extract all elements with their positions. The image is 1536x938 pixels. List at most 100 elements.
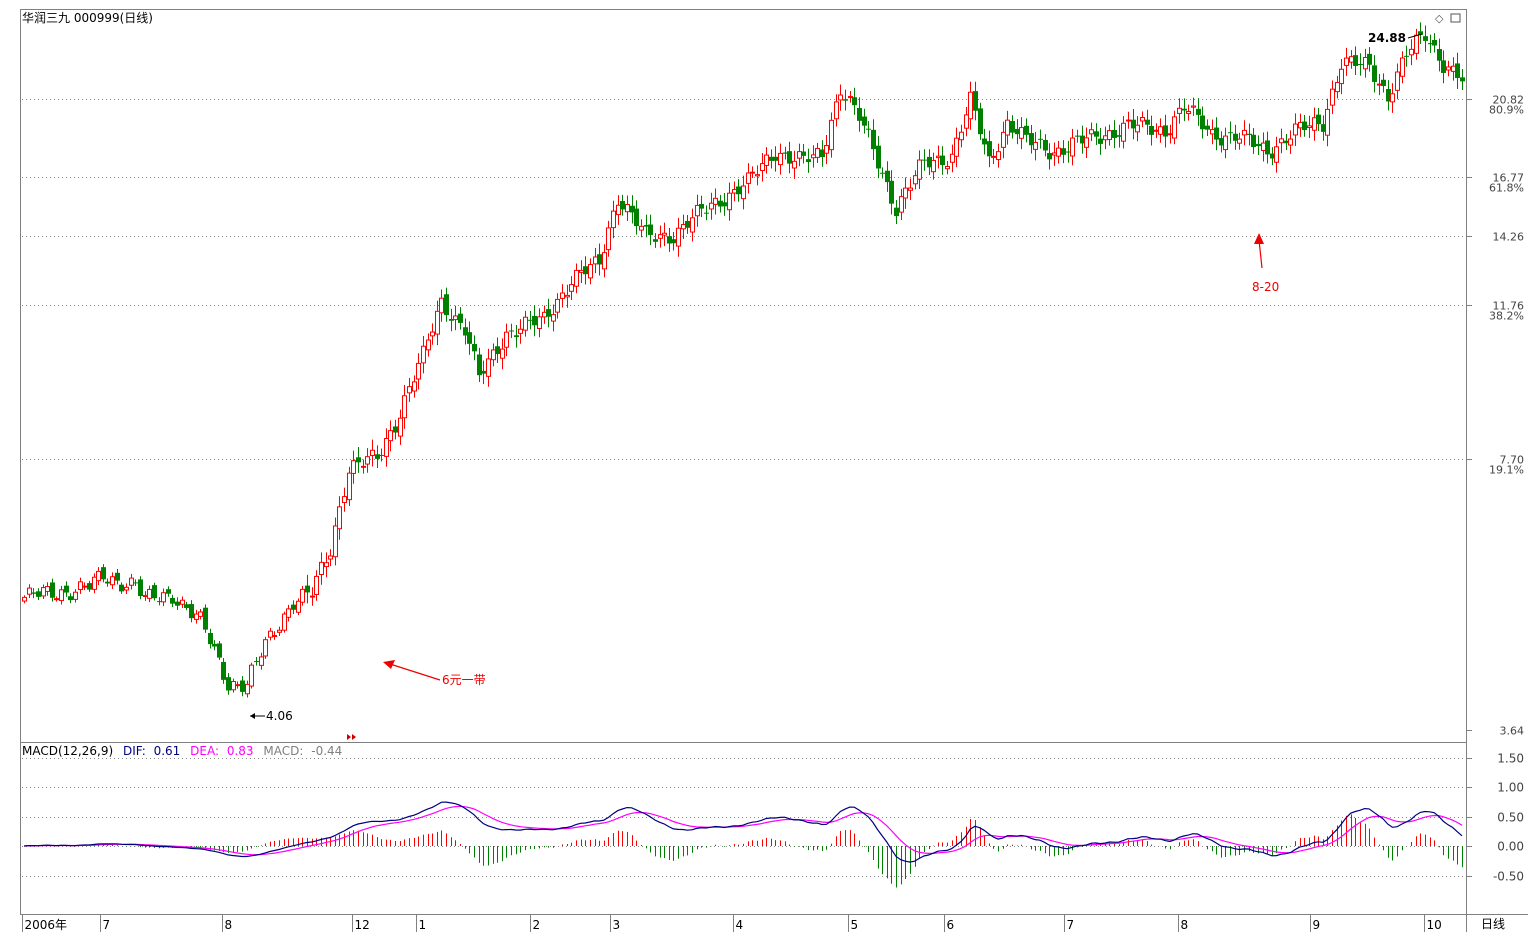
candle-body-up (384, 438, 389, 457)
candle-body-down (885, 170, 890, 183)
candle-body-up (815, 147, 820, 158)
candle-body-up (1390, 93, 1395, 103)
time-tick-label: 8 (1181, 918, 1189, 932)
candle-body-down (1247, 133, 1252, 135)
candle-body-up (129, 577, 134, 586)
candle-body-up (426, 339, 431, 351)
candle-body-down (987, 141, 992, 157)
candle-body-down (1251, 134, 1256, 148)
candle-body-up (486, 358, 491, 377)
candle-body-down (1149, 125, 1154, 135)
candle-body-down (982, 138, 987, 145)
maximize-icon[interactable] (1450, 13, 1461, 23)
candle-body-up (500, 348, 505, 359)
restore-icon[interactable]: ◇ (1435, 12, 1444, 25)
time-tick-label: 9 (1313, 918, 1321, 932)
candle-body-up (1274, 146, 1279, 163)
candle-body-up (347, 472, 352, 501)
time-tick-label: 8 (225, 918, 233, 932)
candle-body-down (1372, 65, 1377, 82)
candle-body-up (370, 449, 375, 456)
candle-body-up (616, 204, 621, 216)
candle-body-up (319, 561, 324, 576)
time-tick-label: 2006年 (25, 918, 68, 932)
candle-body-up (1344, 57, 1349, 66)
fib-pct-label: 38.2% (1489, 310, 1524, 323)
candle-body-up (286, 608, 291, 618)
macd-axis: 1.50 1.00 0.50 0.00 -0.50 (1466, 752, 1524, 884)
candle-body-up (310, 595, 315, 598)
candle-body-down (1441, 60, 1446, 73)
price-tick-label: 20.82 (1493, 94, 1525, 107)
candle-body-up (1395, 71, 1400, 91)
candle-body-up (695, 204, 700, 217)
candle-body-up (959, 131, 964, 141)
candle-body-down (68, 596, 73, 601)
candle-body-up (1261, 142, 1266, 152)
time-axis: 2006年 7 8 12 1 2 3 4 5 6 7 8 9 10 (22, 914, 1442, 932)
candle-body-up (593, 256, 598, 265)
candle-body-up (1298, 121, 1303, 129)
candle-body-up (365, 456, 370, 465)
candle-body-down (1418, 31, 1423, 35)
candle-body-down (1367, 53, 1372, 65)
macd-lines (23, 801, 1463, 863)
candle-body-down (1302, 121, 1307, 131)
candle-body-up (402, 395, 407, 419)
candle-body-up (1140, 116, 1145, 122)
candle-body-up (606, 227, 611, 251)
candle-body-up (824, 145, 829, 154)
dif-value: 0.61 (154, 744, 181, 758)
dea-line (23, 805, 1463, 856)
candle-body-up (602, 252, 607, 270)
candle-body-down (1423, 36, 1428, 41)
candle-body-up (245, 683, 250, 695)
candle-body-down (1182, 108, 1187, 111)
candle-body-down (1047, 153, 1052, 160)
dea-label: DEA: (190, 744, 219, 758)
fib-pct-label: 19.1% (1489, 464, 1524, 477)
candle-body-down (546, 309, 551, 317)
candle-body-up (1103, 135, 1108, 141)
candle-body-up (658, 234, 663, 239)
dif-label: DIF: (123, 744, 146, 758)
candle-body-down (64, 585, 69, 593)
candle-body-down (138, 579, 143, 597)
candle-body-up (314, 575, 319, 595)
candle-body-up (1377, 83, 1382, 86)
candle-body-down (467, 332, 472, 344)
candle-body-down (648, 224, 653, 235)
candle-body-down (101, 567, 106, 580)
candle-body-up (1293, 123, 1298, 136)
candle-body-down (978, 108, 983, 135)
candle-body-down (291, 604, 296, 610)
candle-body-up (398, 417, 403, 437)
time-tick-label: 7 (103, 918, 111, 932)
candle-body-up (435, 310, 440, 335)
candle-body-down (1432, 39, 1437, 46)
candle-body-down (1265, 140, 1270, 155)
candle-body-down (375, 454, 380, 459)
candle-body-down (175, 601, 180, 606)
candle-body-down (1353, 55, 1358, 66)
candle-body-up (588, 264, 593, 279)
candle-body-up (681, 224, 686, 230)
candle-body-up (1126, 119, 1131, 122)
candle-body-down (871, 129, 876, 150)
candle-body-up (537, 316, 542, 330)
candle-body-down (472, 344, 477, 352)
candle-body-up (1186, 111, 1191, 114)
candle-body-down (31, 592, 36, 594)
candle-body-down (208, 633, 213, 645)
candle-body-down (1205, 125, 1210, 130)
candle-body-up (639, 225, 644, 231)
candle-body-up (908, 187, 913, 191)
candle-body-up (996, 151, 1001, 161)
candle-body-down (1010, 120, 1015, 133)
candle-body-down (806, 159, 811, 163)
candle-body-down (1428, 43, 1433, 45)
candle-body-up (579, 269, 584, 273)
candle-body-up (333, 525, 338, 558)
candle-body-down (105, 581, 110, 584)
macd-params: MACD(12,26,9) (22, 744, 113, 758)
